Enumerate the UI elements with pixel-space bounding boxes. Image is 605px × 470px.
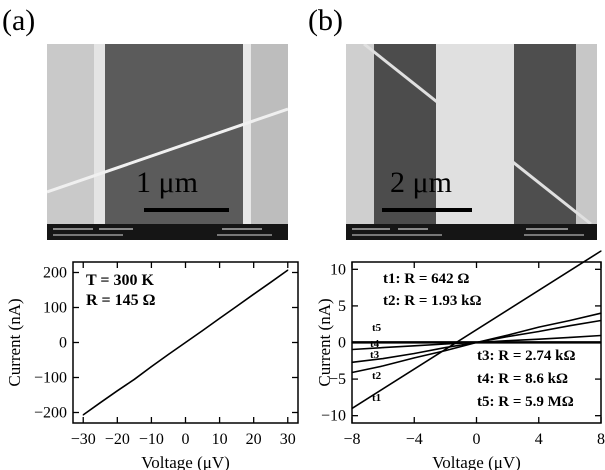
annotation: t5: R = 5.9 MΩ (477, 394, 574, 410)
data-point-t3 (413, 352, 415, 355)
data-point-t2 (382, 365, 384, 367)
x-tick-label: −20 (105, 431, 130, 448)
annotation: t2: R = 1.93 kΩ (383, 293, 481, 309)
data-point (287, 269, 289, 271)
data-point (133, 378, 135, 380)
data-point-t2 (507, 334, 509, 336)
y-tick-label: −5 (329, 371, 346, 388)
y-tick-label: 200 (43, 265, 67, 282)
scale-bar-label-b: 2 μm (390, 166, 452, 199)
data-point-t3 (382, 358, 384, 360)
data-point-t4 (507, 340, 509, 342)
y-axis-label: Current (nA) (5, 298, 24, 386)
data-point-t1 (600, 250, 602, 252)
x-tick-label: 4 (535, 431, 543, 448)
data-point-t3 (569, 325, 571, 327)
x-tick-label: −8 (343, 431, 360, 448)
y-axis-label: Current (nA) (315, 298, 334, 386)
annotation: t1: R = 642 Ω (383, 271, 469, 287)
x-axis-label: Voltage (μV) (141, 453, 230, 470)
data-point-t3 (507, 336, 509, 338)
y-tick-label: 10 (330, 261, 346, 278)
data-point-t4 (382, 347, 384, 349)
data-point-t2 (600, 312, 602, 314)
scale-bar-label-a: 1 μm (136, 166, 198, 199)
data-point (218, 317, 221, 319)
data-point-t4 (444, 343, 446, 345)
data-point-t5 (351, 341, 353, 343)
data-point (270, 281, 272, 283)
data-point-t3 (538, 330, 540, 333)
panel-label-b: (b) (308, 4, 343, 37)
y-tick-label: 5 (338, 298, 346, 315)
data-point-t2 (444, 349, 446, 352)
y-tick-label: 100 (43, 300, 67, 317)
annotation: R = 145 Ω (86, 292, 156, 309)
x-tick-label: 8 (597, 431, 605, 448)
y-tick-label: 0 (59, 335, 67, 352)
x-tick-label: 20 (246, 431, 262, 448)
data-point (116, 390, 118, 392)
data-point-t2 (538, 326, 540, 328)
data-point-t3 (600, 319, 602, 322)
x-tick-label: −4 (406, 431, 423, 448)
annotation: t3: R = 2.74 kΩ (477, 348, 575, 364)
data-point-t4 (413, 345, 415, 347)
data-point-t5 (600, 341, 602, 343)
data-point (253, 293, 255, 295)
data-point (184, 341, 187, 344)
data-point (150, 366, 153, 368)
y-tick-label: −10 (321, 408, 346, 425)
x-tick-label: 0 (182, 431, 190, 448)
curve-label: t4 (370, 338, 380, 350)
data-point (236, 305, 238, 308)
panel-label-a: (a) (2, 4, 36, 37)
x-tick-label: 10 (212, 431, 228, 448)
sem-image-b (346, 44, 597, 240)
data-point-t2 (413, 357, 415, 359)
data-point-t4 (538, 338, 540, 340)
curve-label: t1 (372, 392, 381, 404)
curve-label: t5 (372, 322, 382, 334)
data-point-t2 (351, 371, 353, 374)
curve-label: t2 (372, 370, 382, 382)
y-tick-label: −100 (34, 370, 67, 387)
data-point-t3 (444, 347, 446, 349)
data-point-t4 (600, 334, 602, 337)
data-point-t4 (569, 336, 571, 338)
curve-label: t3 (370, 349, 380, 361)
sem-image-a (47, 44, 288, 240)
x-tick-label: −30 (71, 431, 96, 448)
data-point-t4 (351, 348, 353, 351)
data-point-t2 (569, 319, 571, 322)
x-axis-label: Voltage (μV) (432, 453, 521, 470)
x-tick-label: 0 (473, 431, 481, 448)
series-line-t1 (351, 250, 602, 410)
x-tick-label: −10 (139, 431, 164, 448)
data-point (167, 353, 170, 355)
x-tick-label: 30 (280, 431, 296, 448)
annotation: T = 300 K (86, 272, 155, 289)
annotation: t4: R = 8.6 kΩ (477, 371, 568, 387)
plot-b: −8 −4 0 4 8 −10 −5 0 5 10 Voltage (μV) Current (nA)… (315, 250, 605, 470)
y-tick-label: 0 (338, 335, 346, 352)
data-point-t3 (351, 361, 353, 363)
data-point (82, 414, 84, 416)
data-point (201, 330, 204, 332)
y-tick-label: −200 (34, 405, 67, 422)
data-point-t1 (351, 407, 353, 409)
data-point (99, 402, 101, 404)
